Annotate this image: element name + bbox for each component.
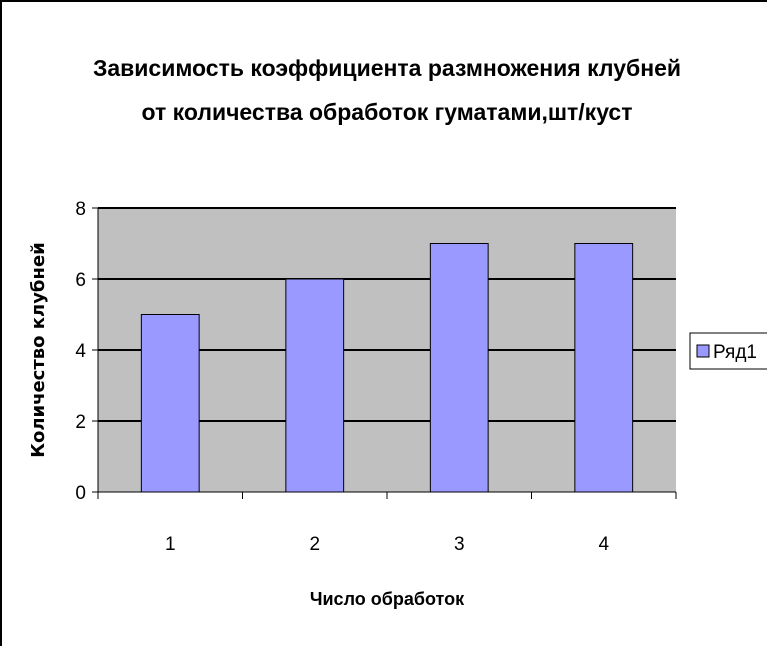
x-tick-label: 3 xyxy=(454,534,465,555)
y-tick-label: 4 xyxy=(75,341,86,362)
legend: Ряд1 xyxy=(689,332,767,370)
legend-label: Ряд1 xyxy=(713,342,757,363)
y-tick-label: 8 xyxy=(75,199,86,220)
y-tick-labels: 0 2 4 6 8 xyxy=(75,199,86,504)
x-tick-label: 1 xyxy=(165,534,176,555)
x-tick-label: 4 xyxy=(598,534,609,555)
bars xyxy=(140,243,634,493)
legend-swatch xyxy=(696,344,710,358)
bar xyxy=(140,314,200,493)
x-tick-label: 2 xyxy=(309,534,320,555)
bar xyxy=(429,243,489,493)
bar xyxy=(574,243,634,493)
chart-title: Зависимость коэффициента размножения клу… xyxy=(93,55,681,81)
y-tick-label: 2 xyxy=(75,412,86,433)
bar xyxy=(285,278,345,493)
y-tick-label: 0 xyxy=(75,483,86,504)
y-axis-title: Количество клубней xyxy=(28,242,49,458)
x-tick-labels: 1 2 3 4 xyxy=(165,534,610,555)
axes xyxy=(92,207,677,499)
chart-subtitle: от количества обработок гуматами,шт/куст xyxy=(142,99,633,125)
y-tick-label: 6 xyxy=(75,270,86,291)
x-axis-title: Число обработок xyxy=(310,589,465,609)
